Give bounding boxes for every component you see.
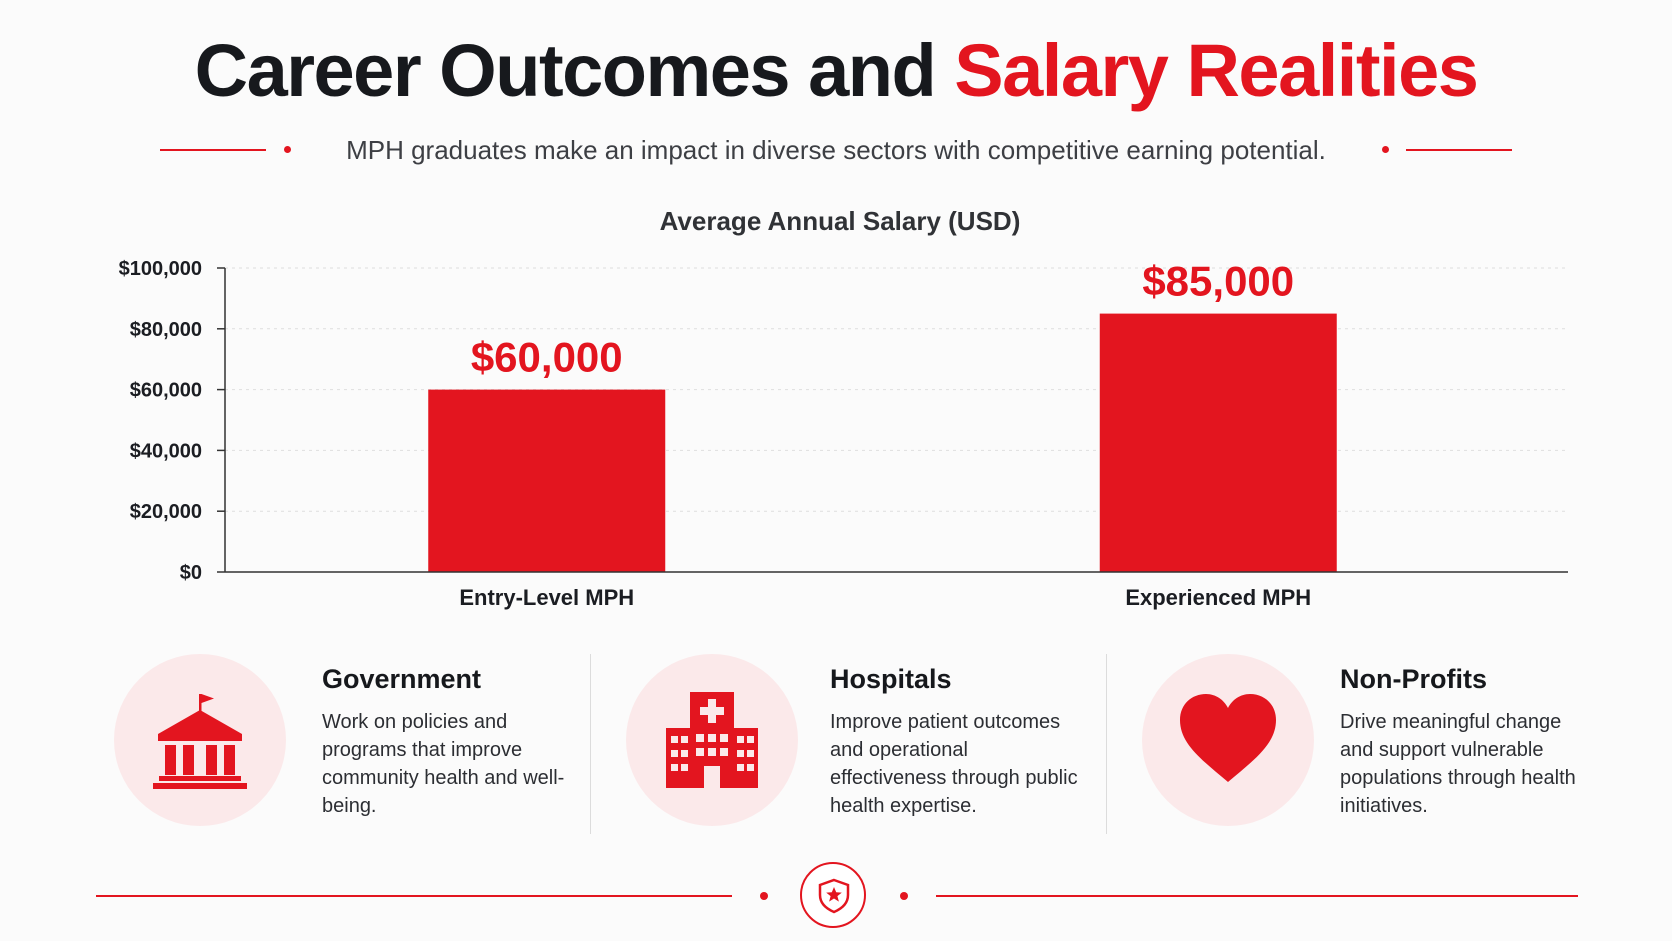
sector-list: Government Work on policies and programs… <box>0 640 1672 840</box>
sector-description: Drive meaningful change and support vuln… <box>1340 711 1576 817</box>
page-title: Career Outcomes and Salary Realities <box>0 28 1672 113</box>
footer-dot-left <box>760 892 768 900</box>
x-tick-label: Experienced MPH <box>1125 585 1311 610</box>
bar-value-label: $60,000 <box>471 334 623 381</box>
y-tick-label: $60,000 <box>130 380 202 402</box>
subtitle-rule-left <box>160 149 266 151</box>
heart-icon <box>1180 694 1276 782</box>
sector-divider <box>1106 654 1107 834</box>
non-profits-icon-circle <box>1142 654 1314 826</box>
hospital-icon <box>666 692 758 788</box>
hospitals-icon-circle <box>626 654 798 826</box>
sector-description: Work on policies and programs that impro… <box>322 711 565 817</box>
bar <box>428 389 666 572</box>
government-icon-circle <box>114 654 286 826</box>
sector-hospitals: Hospitals Improve patient outcomes and o… <box>626 640 1086 840</box>
footer-badge <box>800 862 866 928</box>
y-tick-label: $80,000 <box>130 319 202 341</box>
sector-non-profits: Non-Profits Drive meaningful change and … <box>1142 640 1622 840</box>
subtitle-rule-right <box>1406 149 1512 151</box>
sector-title: Hospitals <box>830 664 952 694</box>
footer-rule-left <box>96 895 732 897</box>
title-accent: Salary Realities <box>954 29 1479 112</box>
footer <box>0 850 1672 930</box>
y-tick-label: $100,000 <box>119 258 202 280</box>
sector-description: Improve patient outcomes and operational… <box>830 711 1078 817</box>
x-tick-label: Entry-Level MPH <box>459 585 634 610</box>
y-tick-label: $0 <box>180 562 202 584</box>
subtitle-dot-right <box>1382 146 1389 153</box>
sector-government: Government Work on policies and programs… <box>114 640 574 840</box>
bar-value-label: $85,000 <box>1142 258 1294 305</box>
footer-rule-right <box>936 895 1578 897</box>
shield-star-icon <box>818 878 850 914</box>
government-building-icon <box>153 694 247 789</box>
sector-title: Non-Profits <box>1340 664 1487 694</box>
salary-bar-chart: Average Annual Salary (USD) $0 $20,000 $40,… <box>119 206 1568 610</box>
bar <box>1099 313 1337 572</box>
y-tick-label: $20,000 <box>130 501 202 523</box>
subtitle-row: MPH graduates make an impact in diverse … <box>0 132 1672 168</box>
chart-title: Average Annual Salary (USD) <box>660 206 1021 236</box>
y-tick-label: $40,000 <box>130 440 202 462</box>
sector-title: Government <box>322 664 482 694</box>
sector-divider <box>590 654 591 834</box>
page-subtitle: MPH graduates make an impact in diverse … <box>346 135 1326 165</box>
footer-dot-right <box>900 892 908 900</box>
subtitle-dot-left <box>284 146 291 153</box>
title-main: Career Outcomes and <box>194 29 937 112</box>
